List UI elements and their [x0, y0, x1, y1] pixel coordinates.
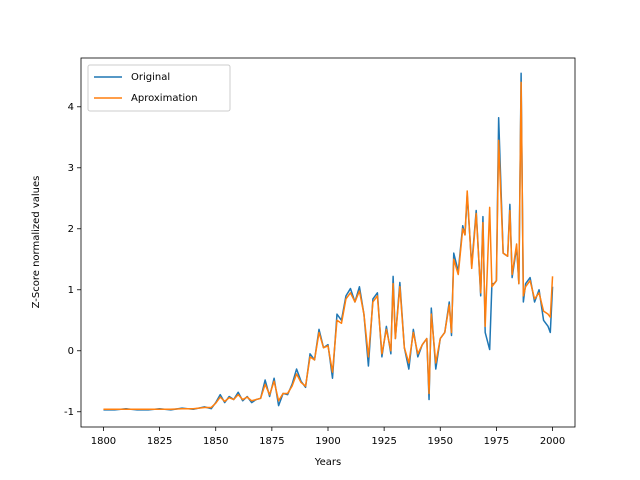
- series-line: [103, 81, 554, 411]
- x-tick-label: 1925: [371, 436, 396, 447]
- x-tick-label: 1825: [147, 436, 172, 447]
- y-tick-label: 1: [68, 285, 74, 296]
- legend-label: Original: [131, 72, 170, 83]
- x-tick-label: 1850: [203, 436, 228, 447]
- x-tick-label: 1975: [484, 436, 509, 447]
- x-axis-label: Years: [314, 457, 341, 468]
- y-tick-label: 4: [68, 102, 74, 113]
- x-tick-label: 1800: [91, 436, 116, 447]
- x-tick-label: 2000: [540, 436, 565, 447]
- y-axis-label: Z-Score normalized values: [31, 176, 42, 309]
- legend-box: [87, 64, 231, 112]
- x-tick-label: 1950: [428, 436, 453, 447]
- y-tick-label: -1: [64, 407, 74, 418]
- y-tick-label: 3: [68, 163, 74, 174]
- legend-label: Aproximation: [131, 93, 198, 104]
- plot-frame: [80, 57, 576, 428]
- series-line: [103, 72, 554, 411]
- y-tick-label: 2: [68, 224, 74, 235]
- x-tick-label: 1875: [259, 436, 284, 447]
- x-tick-label: 1900: [315, 436, 340, 447]
- y-tick-label: 0: [68, 346, 74, 357]
